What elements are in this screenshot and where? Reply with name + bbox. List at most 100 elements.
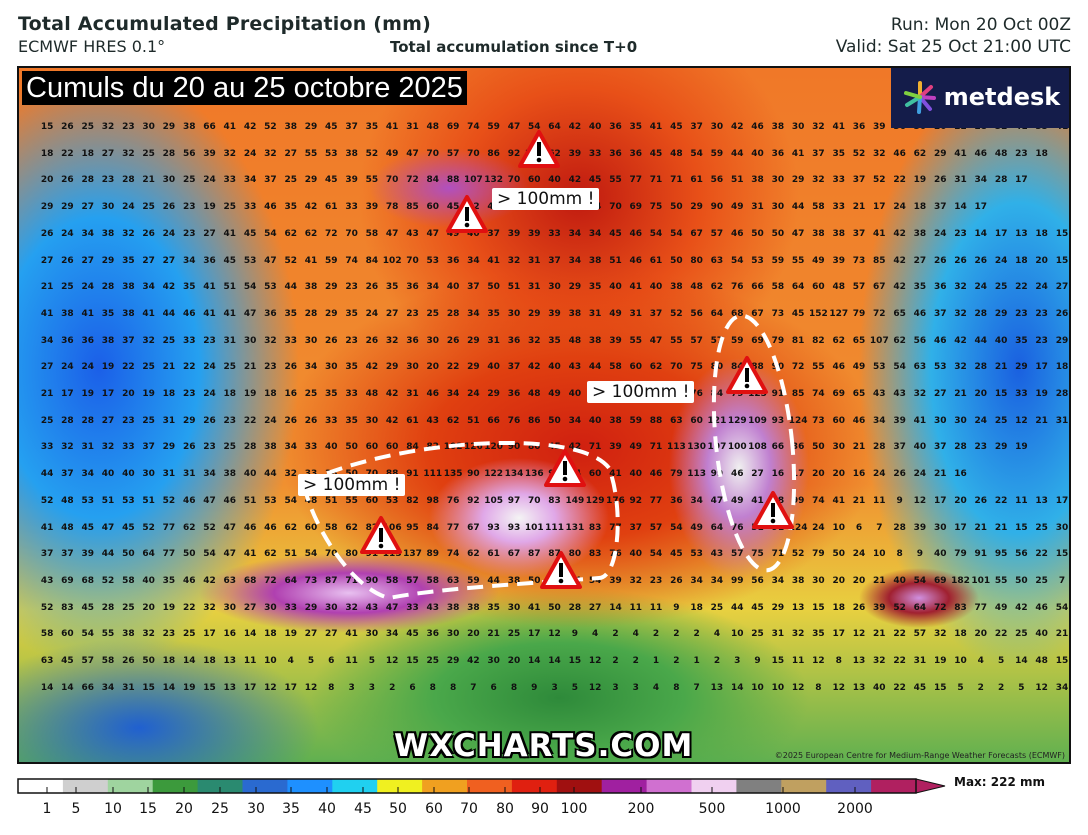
grid-value: 92 <box>629 495 643 506</box>
grid-value: 19 <box>101 362 115 373</box>
grid-value: 34 <box>40 335 54 346</box>
grid-value: 131 <box>565 522 585 533</box>
grid-value: 50 <box>487 282 500 293</box>
grid-value: 38 <box>588 255 602 266</box>
grid-value: 45 <box>670 549 683 560</box>
grid-value: 13 <box>223 656 237 666</box>
grid-value: 77 <box>162 522 176 533</box>
grid-value: 43 <box>873 389 886 399</box>
grid-value: 42 <box>528 362 541 373</box>
grid-value: 29 <box>304 122 318 132</box>
grid-value: 5 <box>571 682 578 693</box>
grid-value: 48 <box>994 148 1008 159</box>
grid-value: 3 <box>734 656 741 666</box>
grid-value: 38 <box>345 148 358 159</box>
grid-value: 79 <box>852 308 866 319</box>
grid-value: 31 <box>1055 415 1069 426</box>
grid-value: 17 <box>101 389 115 399</box>
grid-value: 59 <box>629 415 643 426</box>
grid-value: 36 <box>629 148 643 159</box>
grid-value: 3 <box>632 682 639 693</box>
grid-value: 29 <box>325 282 338 293</box>
grid-value: 25 <box>1015 629 1028 640</box>
grid-value: 28 <box>994 175 1008 186</box>
grid-value: 26 <box>142 228 155 239</box>
grid-value: 53 <box>264 282 277 293</box>
grid-value: 59 <box>467 575 480 586</box>
grid-value: 18 <box>832 602 845 613</box>
grid-value: 24 <box>81 282 94 293</box>
grid-value: 18 <box>162 389 176 399</box>
grid-value: 6 <box>490 682 497 693</box>
grid-value: 57 <box>710 228 724 239</box>
grid-value: 42 <box>568 442 582 453</box>
grid-value: 34 <box>568 415 582 426</box>
grid-value: 38 <box>101 228 115 239</box>
grid-value: 37 <box>345 122 358 132</box>
grid-value: 90 <box>467 469 480 480</box>
grid-value: 52 <box>203 522 216 533</box>
grid-value: 108 <box>748 442 767 453</box>
grid-value: 58 <box>385 575 399 586</box>
colorbar-extend-arrow <box>915 778 946 794</box>
grid-value: 38 <box>122 629 135 640</box>
grid-value: 85 <box>406 202 419 213</box>
grid-value: 69 <box>446 122 460 132</box>
grid-value: 48 <box>832 282 845 293</box>
grid-value: 62 <box>548 148 561 159</box>
grid-value: 30 <box>548 282 561 293</box>
grid-value: 88 <box>751 362 764 373</box>
grid-value: 21 <box>487 629 500 640</box>
grid-value: 10 <box>873 549 886 560</box>
grid-value: 41 <box>629 282 643 293</box>
grid-value: 56 <box>913 335 927 346</box>
grid-value: 34 <box>690 575 703 586</box>
grid-value: 52 <box>670 308 683 319</box>
grid-value: 30 <box>812 575 825 586</box>
grid-value: 35 <box>812 629 825 640</box>
grid-value: 32 <box>812 122 825 132</box>
grid-value: 71 <box>670 175 683 186</box>
grid-value: 20 <box>974 389 988 399</box>
grid-value: 49 <box>690 522 703 533</box>
grid-value: 24 <box>933 228 947 239</box>
grid-value: 28 <box>122 175 135 186</box>
grid-value: 42 <box>162 282 176 293</box>
grid-value: 28 <box>446 308 460 319</box>
grid-value: 93 <box>771 415 785 426</box>
grid-value: 23 <box>1015 308 1028 319</box>
grid-value: 50 <box>1015 575 1028 586</box>
grid-value: 35 <box>365 122 379 132</box>
grid-value: 66 <box>771 442 785 453</box>
grid-value: 52 <box>893 602 906 613</box>
dashed-risk-area-south <box>301 440 620 601</box>
grid-value: 30 <box>325 602 338 613</box>
grid-value: 21 <box>954 389 967 399</box>
grid-value: 48 <box>61 522 74 533</box>
grid-value: 37 <box>852 228 866 239</box>
colorbar-segment <box>467 779 513 793</box>
grid-value: 27 <box>304 629 318 640</box>
grid-value: 74 <box>812 495 825 506</box>
grid-value: 2 <box>612 629 619 640</box>
grid-value: 35 <box>284 308 297 319</box>
grid-value: 51 <box>730 175 744 186</box>
grid-value: 70 <box>467 148 480 159</box>
grid-value: 50 <box>812 442 825 453</box>
grid-value: 22 <box>61 148 74 159</box>
grid-value: 19 <box>1035 389 1048 399</box>
grid-row: 20 26 28 23 28 21 30 25 24 33 34 37 25 29 45 39 55 70 72 84… <box>37 175 1032 185</box>
grid-value: 28 <box>61 415 74 426</box>
grid-value: 62 <box>345 522 358 533</box>
grid-value: 32 <box>954 362 967 373</box>
grid-value: 58 <box>426 575 440 586</box>
grid-value: 37 <box>933 308 947 319</box>
grid-value: 33 <box>223 175 237 186</box>
grid-value: 23 <box>203 335 216 346</box>
grid-value: 54 <box>730 255 744 266</box>
grid-value: 36 <box>670 495 683 506</box>
grid-value: 26 <box>40 228 54 239</box>
grid-value: 11 <box>243 656 257 666</box>
grid-value: 10 <box>954 656 967 666</box>
grid-value: 41 <box>751 495 764 506</box>
